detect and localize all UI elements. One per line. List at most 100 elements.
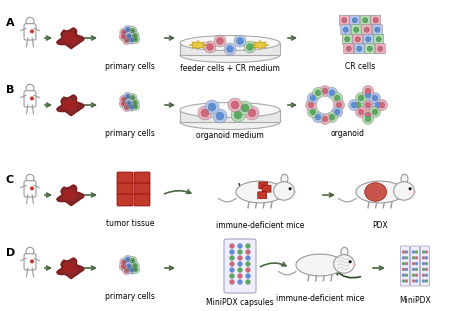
Circle shape	[402, 274, 405, 277]
Circle shape	[133, 33, 137, 38]
Circle shape	[125, 268, 129, 273]
Circle shape	[412, 262, 415, 265]
Circle shape	[246, 262, 250, 267]
Circle shape	[315, 114, 321, 120]
Circle shape	[131, 31, 139, 40]
Circle shape	[412, 256, 415, 259]
Text: immune-deficient mice: immune-deficient mice	[216, 221, 304, 230]
Circle shape	[229, 267, 235, 272]
Circle shape	[425, 274, 428, 277]
Ellipse shape	[296, 254, 344, 276]
Circle shape	[348, 260, 352, 263]
Circle shape	[134, 35, 136, 36]
Ellipse shape	[393, 182, 414, 200]
Circle shape	[402, 268, 405, 271]
Circle shape	[332, 92, 343, 104]
Circle shape	[120, 95, 128, 104]
Circle shape	[307, 92, 319, 104]
Circle shape	[122, 30, 126, 35]
Circle shape	[246, 273, 250, 278]
Circle shape	[425, 256, 428, 259]
Circle shape	[422, 274, 425, 277]
Circle shape	[415, 250, 418, 253]
FancyBboxPatch shape	[24, 181, 36, 197]
FancyBboxPatch shape	[117, 194, 133, 206]
Circle shape	[306, 100, 317, 110]
Circle shape	[129, 38, 134, 42]
Circle shape	[405, 274, 408, 277]
Circle shape	[332, 106, 343, 118]
Circle shape	[405, 250, 408, 253]
Circle shape	[130, 28, 135, 33]
Circle shape	[329, 114, 335, 120]
Circle shape	[131, 39, 133, 41]
FancyBboxPatch shape	[259, 182, 268, 189]
Circle shape	[343, 27, 348, 32]
Circle shape	[122, 103, 131, 112]
FancyBboxPatch shape	[24, 254, 36, 270]
Circle shape	[245, 106, 259, 120]
Circle shape	[122, 97, 126, 101]
Circle shape	[375, 102, 381, 108]
Circle shape	[125, 262, 133, 270]
Ellipse shape	[341, 247, 348, 257]
Circle shape	[405, 280, 408, 282]
FancyBboxPatch shape	[401, 246, 410, 286]
FancyBboxPatch shape	[350, 15, 360, 25]
Circle shape	[121, 101, 126, 106]
Ellipse shape	[334, 255, 355, 273]
Circle shape	[224, 43, 236, 55]
Circle shape	[135, 268, 137, 270]
Circle shape	[246, 267, 250, 272]
Circle shape	[128, 36, 136, 44]
Circle shape	[355, 37, 360, 42]
Circle shape	[127, 95, 128, 97]
Circle shape	[402, 262, 405, 265]
FancyBboxPatch shape	[374, 34, 384, 44]
Circle shape	[229, 249, 235, 254]
Circle shape	[123, 31, 125, 33]
Circle shape	[120, 28, 128, 36]
Circle shape	[310, 109, 316, 115]
Circle shape	[422, 250, 425, 253]
Circle shape	[409, 187, 411, 190]
Circle shape	[26, 174, 34, 182]
Circle shape	[128, 265, 130, 267]
Circle shape	[205, 100, 219, 114]
FancyBboxPatch shape	[420, 246, 429, 286]
Circle shape	[119, 262, 128, 271]
Text: PDX: PDX	[372, 221, 388, 230]
Circle shape	[133, 267, 138, 272]
Circle shape	[128, 102, 130, 104]
Circle shape	[375, 27, 380, 32]
Circle shape	[127, 29, 128, 30]
Circle shape	[415, 268, 418, 271]
Circle shape	[126, 27, 130, 32]
Circle shape	[327, 87, 337, 98]
Polygon shape	[64, 100, 76, 109]
Circle shape	[425, 280, 428, 282]
Circle shape	[237, 249, 243, 254]
Circle shape	[246, 256, 250, 261]
Circle shape	[327, 112, 337, 123]
Circle shape	[231, 101, 239, 109]
Circle shape	[127, 264, 131, 268]
Circle shape	[358, 95, 364, 101]
Circle shape	[319, 86, 330, 96]
Circle shape	[128, 35, 130, 37]
Ellipse shape	[180, 103, 280, 118]
Ellipse shape	[281, 174, 288, 183]
Circle shape	[376, 37, 381, 42]
Polygon shape	[57, 28, 84, 49]
Circle shape	[237, 273, 243, 278]
Circle shape	[379, 102, 385, 108]
Circle shape	[208, 103, 216, 111]
FancyBboxPatch shape	[351, 25, 361, 35]
Circle shape	[365, 116, 371, 122]
FancyBboxPatch shape	[342, 34, 352, 44]
Circle shape	[120, 258, 128, 267]
Circle shape	[213, 109, 227, 123]
FancyBboxPatch shape	[258, 192, 267, 199]
Circle shape	[128, 257, 137, 265]
Circle shape	[124, 92, 132, 101]
